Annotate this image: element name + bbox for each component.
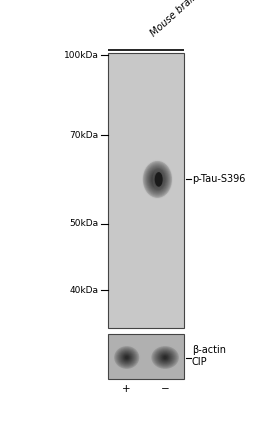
Ellipse shape (160, 354, 170, 361)
Ellipse shape (148, 168, 166, 191)
Ellipse shape (158, 352, 172, 363)
Text: 40kDa: 40kDa (70, 286, 99, 295)
Ellipse shape (145, 164, 170, 195)
Ellipse shape (120, 352, 133, 363)
Ellipse shape (153, 169, 164, 190)
Bar (108, 334, 184, 379)
Text: p-Tau-S396: p-Tau-S396 (192, 175, 245, 184)
Text: +: + (122, 384, 131, 393)
Text: Mouse brain: Mouse brain (148, 0, 200, 39)
Ellipse shape (155, 176, 160, 183)
Ellipse shape (148, 167, 167, 192)
Ellipse shape (121, 353, 132, 362)
Ellipse shape (163, 356, 167, 359)
Ellipse shape (116, 348, 138, 367)
Ellipse shape (156, 350, 174, 365)
Ellipse shape (147, 166, 168, 193)
Ellipse shape (115, 347, 138, 368)
Text: 100kDa: 100kDa (64, 51, 99, 60)
Ellipse shape (153, 348, 177, 367)
Ellipse shape (119, 351, 134, 364)
Ellipse shape (155, 349, 175, 366)
Ellipse shape (144, 162, 171, 197)
Text: CIP: CIP (192, 357, 208, 367)
Ellipse shape (151, 346, 179, 369)
Ellipse shape (156, 177, 159, 182)
Ellipse shape (124, 355, 130, 360)
Ellipse shape (125, 356, 129, 359)
Ellipse shape (152, 347, 178, 368)
Ellipse shape (164, 357, 166, 358)
Text: β-actin: β-actin (192, 345, 226, 354)
Ellipse shape (143, 161, 172, 198)
Ellipse shape (126, 357, 128, 358)
Ellipse shape (150, 170, 165, 189)
Bar (108, 53, 184, 328)
Ellipse shape (123, 354, 130, 361)
Ellipse shape (119, 350, 135, 365)
Text: −: − (161, 384, 169, 393)
Ellipse shape (153, 173, 162, 186)
Ellipse shape (155, 173, 162, 186)
Ellipse shape (154, 349, 176, 366)
Ellipse shape (117, 349, 137, 366)
Ellipse shape (159, 353, 171, 362)
Ellipse shape (154, 175, 161, 183)
Ellipse shape (157, 351, 173, 364)
Ellipse shape (114, 346, 140, 369)
Ellipse shape (162, 355, 168, 360)
Text: 70kDa: 70kDa (69, 131, 99, 140)
Ellipse shape (157, 179, 158, 180)
Text: 50kDa: 50kDa (69, 219, 99, 228)
Ellipse shape (118, 349, 136, 366)
Ellipse shape (122, 354, 131, 361)
Ellipse shape (161, 354, 169, 361)
Ellipse shape (144, 163, 170, 196)
Ellipse shape (151, 171, 164, 188)
Ellipse shape (146, 165, 169, 194)
Ellipse shape (149, 169, 166, 190)
Ellipse shape (153, 174, 162, 185)
Ellipse shape (152, 172, 163, 187)
